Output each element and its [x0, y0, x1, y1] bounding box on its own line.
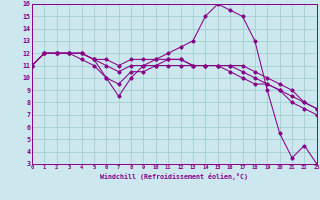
X-axis label: Windchill (Refroidissement éolien,°C): Windchill (Refroidissement éolien,°C)	[100, 173, 248, 180]
